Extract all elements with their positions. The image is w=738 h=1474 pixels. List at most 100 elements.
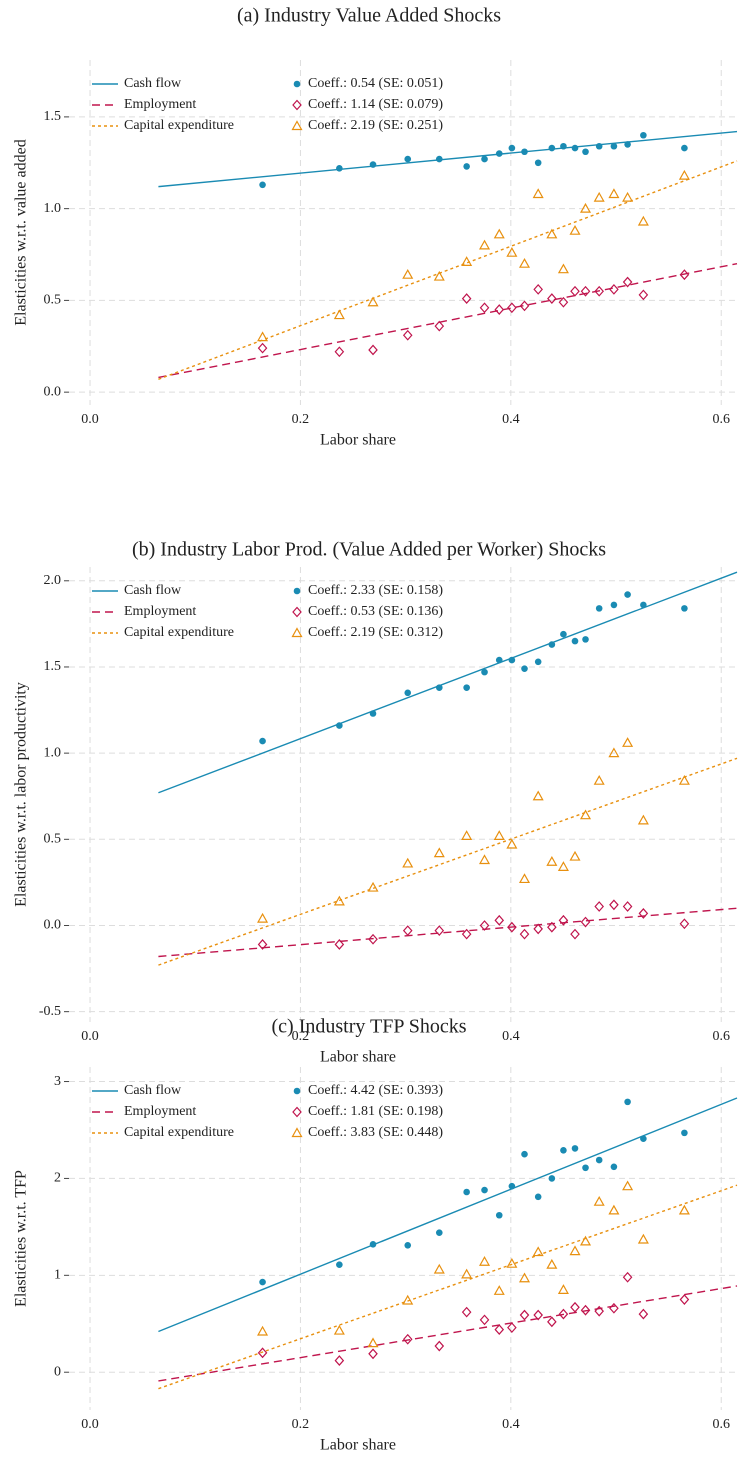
point	[506, 246, 518, 257]
point	[494, 1324, 505, 1335]
point	[609, 283, 619, 295]
x-tick-label: 0.2	[292, 412, 310, 427]
y-axis-label: Elasticities w.r.t. labor productivity	[13, 682, 30, 907]
point	[495, 1211, 503, 1219]
point	[367, 296, 379, 307]
point	[479, 854, 491, 865]
point	[461, 1268, 473, 1279]
point	[336, 164, 343, 172]
point	[533, 1309, 543, 1321]
point	[257, 342, 268, 354]
point	[506, 838, 518, 849]
y-tick-label: 3	[54, 1074, 61, 1089]
point	[479, 1314, 490, 1326]
point	[560, 142, 567, 150]
y-tick-label: 0.5	[44, 832, 62, 847]
point	[638, 289, 649, 301]
point	[334, 1355, 345, 1366]
point	[637, 814, 649, 825]
point	[534, 658, 542, 666]
point	[333, 895, 345, 906]
x-tick-label: 0.4	[502, 1029, 520, 1044]
point	[257, 1325, 269, 1336]
point	[679, 918, 690, 930]
point	[582, 636, 589, 643]
point	[521, 148, 528, 156]
point	[521, 665, 528, 672]
point	[609, 1302, 619, 1314]
point	[434, 925, 445, 937]
y-tick-label: 1	[54, 1268, 61, 1283]
point	[404, 689, 412, 697]
point	[610, 142, 618, 150]
point	[518, 873, 531, 884]
point	[579, 202, 592, 213]
point	[557, 263, 569, 274]
point	[593, 1195, 605, 1206]
x-tick-label: 0.6	[712, 1417, 730, 1432]
point	[569, 1245, 581, 1256]
point	[594, 1305, 604, 1317]
point	[557, 861, 569, 871]
legend-label: Coeff.: 1.14 (SE: 0.079)	[308, 97, 443, 112]
point	[368, 1348, 378, 1360]
point	[582, 1164, 589, 1172]
x-axis-label: Labor share	[320, 1437, 396, 1454]
point	[534, 159, 542, 167]
point	[558, 296, 569, 308]
point	[548, 144, 556, 152]
point	[609, 899, 619, 911]
point	[463, 1188, 470, 1196]
point	[595, 605, 603, 612]
point	[257, 939, 268, 950]
point	[532, 1246, 544, 1257]
legend-label: Coeff.: 2.19 (SE: 0.251)	[308, 118, 443, 133]
y-tick-label: -0.5	[39, 1004, 61, 1019]
point	[640, 131, 647, 139]
point	[518, 1272, 531, 1283]
point	[679, 269, 690, 281]
legend-label: Coeff.: 3.83 (SE: 0.448)	[308, 1125, 443, 1140]
point	[610, 1163, 618, 1171]
point	[678, 1204, 690, 1215]
point	[546, 1258, 558, 1269]
point	[508, 144, 516, 152]
legend-label: Cash flow	[124, 76, 182, 91]
point	[571, 144, 579, 152]
point	[569, 224, 581, 235]
point	[435, 1229, 443, 1236]
point	[678, 774, 690, 785]
point	[557, 1284, 569, 1294]
legend-label: Cash flow	[124, 1083, 182, 1098]
point	[479, 239, 491, 250]
chart-title: (c) Industry TFP Shocks	[272, 1016, 467, 1038]
point	[435, 684, 443, 691]
point	[507, 921, 517, 933]
point	[368, 344, 378, 356]
point	[435, 155, 443, 163]
point	[579, 1235, 592, 1246]
point	[404, 1241, 412, 1249]
point	[495, 150, 503, 157]
point	[369, 710, 377, 717]
legend-label: Coeff.: 0.53 (SE: 0.136)	[308, 604, 443, 619]
point	[508, 656, 516, 664]
point	[481, 1186, 488, 1194]
point	[595, 1156, 603, 1164]
point	[367, 881, 379, 892]
y-tick-label: 2.0	[44, 573, 62, 588]
y-tick-label: 1.0	[44, 745, 62, 760]
point	[571, 1145, 579, 1152]
fit-line	[158, 571, 738, 794]
x-tick-label: 0.6	[712, 1029, 730, 1044]
point	[637, 215, 649, 226]
point	[521, 1150, 528, 1158]
x-axis-label: Labor share	[320, 1049, 396, 1066]
point	[622, 1180, 634, 1191]
x-tick-label: 0.6	[712, 412, 730, 427]
point	[506, 1257, 518, 1268]
point	[532, 790, 544, 801]
point	[479, 1256, 491, 1266]
